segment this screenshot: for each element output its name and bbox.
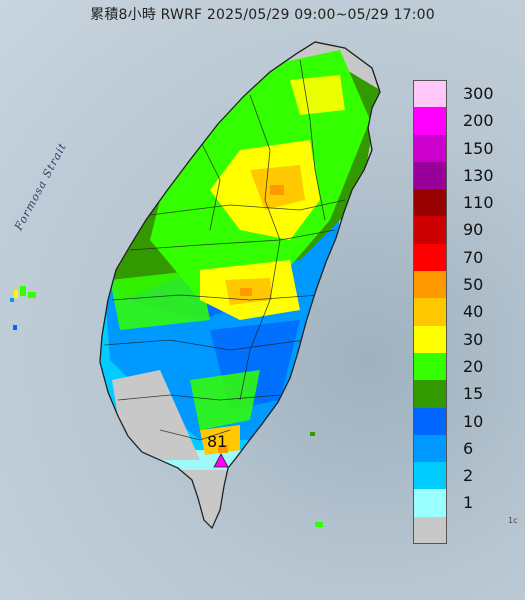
legend-swatch — [413, 434, 447, 463]
green-island — [310, 432, 315, 436]
legend-label: 90 — [463, 220, 484, 240]
rainfall-legend: 300 200 150 130 110 90 70 50 40 30 20 15 10 6 2 1 — [413, 80, 503, 545]
legend-swatch — [413, 243, 447, 272]
legend-entry: 6 — [413, 434, 503, 463]
legend-label: 20 — [463, 356, 484, 376]
legend-swatch — [413, 298, 447, 326]
legend-entry: 110 — [413, 189, 503, 217]
legend-label: 1 — [463, 493, 474, 513]
legend-swatch — [413, 352, 447, 381]
legend-swatch — [413, 271, 447, 299]
legend-label: 15 — [463, 384, 484, 404]
legend-entry: 2 — [413, 462, 503, 490]
legend-label: 50 — [463, 275, 484, 295]
legend-entry — [413, 516, 503, 545]
max-value-label: 81 — [207, 432, 228, 451]
legend-entry: 150 — [413, 134, 503, 162]
legend-label: 10 — [463, 411, 484, 431]
legend-label: 110 — [463, 193, 494, 213]
legend-label: 300 — [463, 84, 494, 103]
legend-swatch — [413, 216, 447, 244]
legend-swatch — [413, 80, 447, 108]
legend-swatch — [413, 107, 447, 135]
legend-label: 150 — [463, 138, 494, 158]
legend-entry: 1 — [413, 489, 503, 517]
legend-swatch — [413, 189, 447, 217]
rainfall-field — [100, 50, 380, 528]
legend-entry: 90 — [413, 216, 503, 244]
corner-label: 1c — [508, 516, 518, 525]
legend-label: 30 — [463, 329, 484, 349]
legend-swatch — [413, 516, 447, 545]
legend-entry: 15 — [413, 380, 503, 408]
legend-label: 2 — [463, 466, 474, 486]
legend-entry: 40 — [413, 298, 503, 326]
legend-entry: 70 — [413, 243, 503, 272]
lanyu-island — [315, 522, 323, 527]
legend-swatch — [413, 161, 447, 190]
legend-label: 40 — [463, 302, 484, 322]
legend-entry: 50 — [413, 271, 503, 299]
legend-label: 130 — [463, 165, 494, 185]
legend-label: 70 — [463, 247, 484, 267]
max-rainfall-marker — [213, 453, 229, 468]
legend-entry: 200 — [413, 107, 503, 135]
penghu-islands — [10, 286, 36, 330]
legend-swatch — [413, 462, 447, 490]
map-title: 累積8小時 RWRF 2025/05/29 09:00~05/29 17:00 — [90, 7, 435, 23]
legend-swatch — [413, 489, 447, 517]
legend-swatch — [413, 407, 447, 435]
legend-entry: 130 — [413, 161, 503, 190]
legend-swatch — [413, 325, 447, 353]
legend-label: 200 — [463, 111, 494, 131]
legend-entry: 20 — [413, 352, 503, 381]
legend-swatch — [413, 380, 447, 408]
coastline — [99, 41, 381, 530]
legend-entry: 30 — [413, 325, 503, 353]
legend-swatch — [413, 134, 447, 162]
legend-entry: 300 — [413, 80, 503, 108]
legend-entry: 10 — [413, 407, 503, 435]
legend-label: 6 — [463, 438, 474, 458]
